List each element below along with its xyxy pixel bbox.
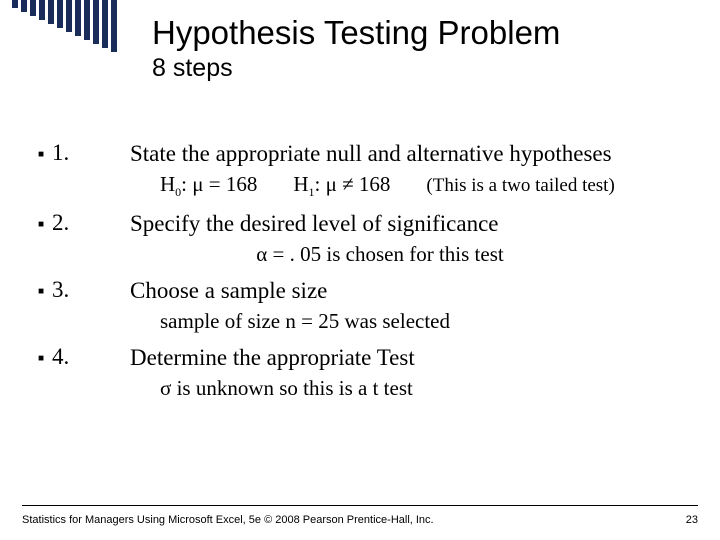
bullet-icon: ■ — [38, 219, 52, 230]
bullet-icon: ■ — [38, 286, 52, 297]
step-sub: σ is unknown so this is a t test — [160, 375, 690, 401]
step-2: ■ 2. Specify the desired level of signif… — [38, 210, 690, 267]
step-sub: sample of size n = 25 was selected — [160, 308, 690, 334]
step-3: ■ 3. Choose a sample size sample of size… — [38, 277, 690, 334]
step-body: Specify the desired level of significanc… — [130, 210, 690, 267]
step-body: State the appropriate null and alternati… — [130, 140, 690, 200]
h1: H1: μ ≠ 168 — [293, 171, 390, 200]
footer-credit: Statistics for Managers Using Microsoft … — [22, 514, 434, 526]
h0: H0: μ = 168 — [160, 171, 257, 200]
footer: Statistics for Managers Using Microsoft … — [22, 514, 698, 526]
step-text: State the appropriate null and alternati… — [130, 140, 690, 169]
tail-note: (This is a two tailed test) — [426, 174, 614, 198]
step-sub: α = . 05 is chosen for this test — [70, 241, 690, 267]
page-title: Hypothesis Testing Problem — [152, 14, 560, 52]
bullet-icon: ■ — [38, 353, 52, 364]
step-text: Specify the desired level of significanc… — [130, 210, 690, 239]
hypotheses-line: H0: μ = 168 H1: μ ≠ 168 (This is a two t… — [160, 171, 690, 200]
step-number: 4. — [52, 344, 130, 370]
step-1: ■ 1. State the appropriate null and alte… — [38, 140, 690, 200]
step-text: Determine the appropriate Test — [130, 344, 690, 373]
step-4: ■ 4. Determine the appropriate Test σ is… — [38, 344, 690, 401]
bullet-icon: ■ — [38, 149, 52, 160]
decor-bars — [12, 0, 117, 52]
step-number: 1. — [52, 140, 130, 166]
page-subtitle: 8 steps — [152, 54, 560, 83]
step-number: 3. — [52, 277, 130, 303]
page-number: 23 — [686, 514, 698, 526]
step-number: 2. — [52, 210, 130, 236]
step-body: Determine the appropriate Test σ is unkn… — [130, 344, 690, 401]
content: ■ 1. State the appropriate null and alte… — [38, 140, 690, 411]
step-text: Choose a sample size — [130, 277, 690, 306]
header: Hypothesis Testing Problem 8 steps — [152, 14, 560, 83]
step-body: Choose a sample size sample of size n = … — [130, 277, 690, 334]
footer-divider — [22, 505, 698, 506]
